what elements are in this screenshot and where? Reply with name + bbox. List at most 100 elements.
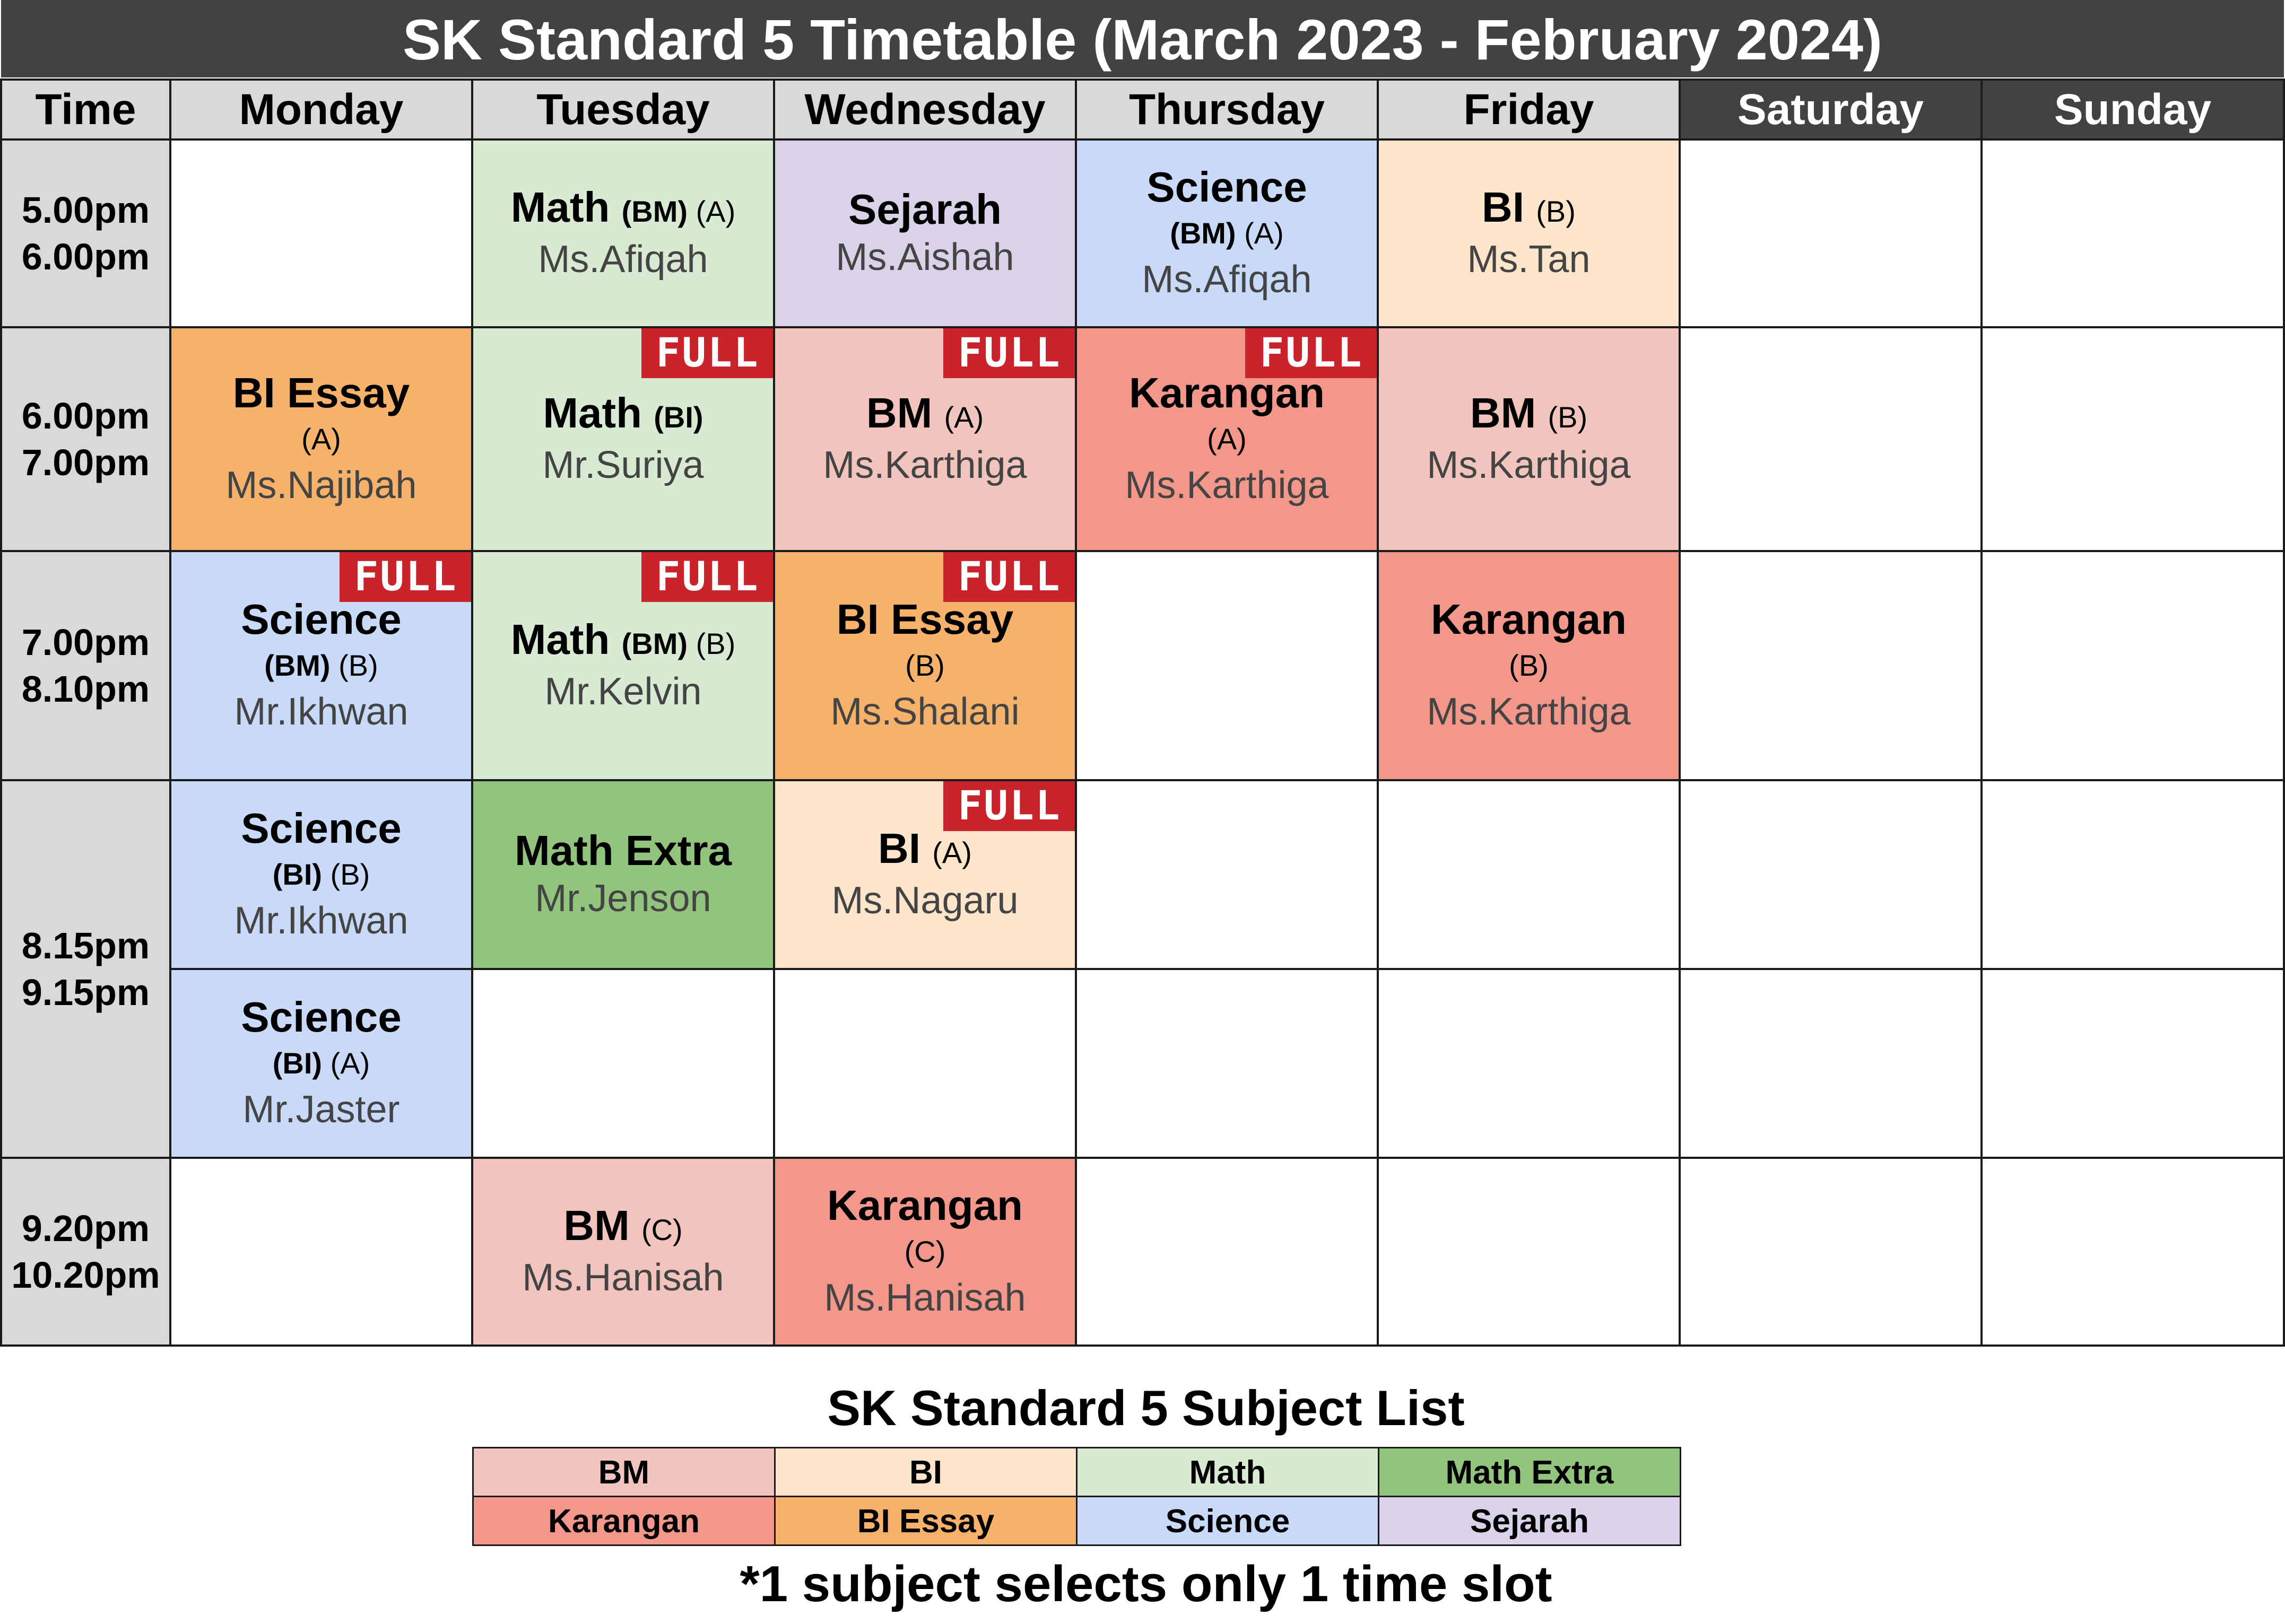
- group: (A): [301, 422, 341, 456]
- subject: BI: [1482, 184, 1525, 231]
- teacher: Mr.Kelvin: [544, 670, 702, 713]
- header-time: Time: [1, 80, 170, 139]
- legend-math: Math: [1076, 1447, 1379, 1497]
- time-end: 10.20pm: [11, 1254, 160, 1296]
- medium: (BI): [272, 858, 323, 891]
- medium: (BI): [654, 400, 703, 434]
- grid-line: [1980, 78, 1983, 1347]
- full-badge: FULL: [943, 327, 1076, 378]
- time-end: 9.15pm: [21, 972, 150, 1013]
- teacher: Ms.Shalani: [830, 691, 1020, 733]
- class-wednesday-slot3[interactable]: FULL BI Essay (B) Ms.Shalani: [774, 551, 1076, 780]
- teacher: Ms.Aishah: [836, 236, 1014, 278]
- grid-line: [0, 550, 2285, 552]
- medium: (BM): [264, 649, 331, 682]
- time-end: 8.10pm: [21, 668, 150, 710]
- header-friday: Friday: [1378, 80, 1680, 139]
- group: (A): [1207, 422, 1247, 456]
- class-monday-slot4b[interactable]: Science (BI) (A) Mr.Jaster: [170, 969, 472, 1158]
- class-thursday-slot2[interactable]: FULL Karangan (A) Ms.Karthiga: [1076, 327, 1378, 551]
- class-thursday-slot1[interactable]: Science (BM) (A) Ms.Afiqah: [1076, 139, 1378, 327]
- footnote: *1 subject selects only 1 time slot: [740, 1556, 1552, 1612]
- grid-line: [1377, 78, 1379, 1347]
- group: (B): [905, 649, 945, 682]
- class-tuesday-slot4[interactable]: Math Extra Mr.Jenson: [472, 780, 774, 969]
- teacher: Mr.Ikhwan: [234, 900, 409, 942]
- timetable-title: SK Standard 5 Timetable (March 2023 - Fe…: [1, 0, 2284, 77]
- class-wednesday-slot2[interactable]: FULL BM (A) Ms.Karthiga: [774, 327, 1076, 551]
- subject: Science: [241, 596, 402, 643]
- header-tuesday: Tuesday: [472, 80, 774, 139]
- group: (B): [1509, 649, 1549, 682]
- class-friday-slot1[interactable]: BI (B) Ms.Tan: [1378, 139, 1680, 327]
- group: (B): [1548, 400, 1588, 434]
- class-monday-slot4a[interactable]: Science (BI) (B) Mr.Ikhwan: [170, 780, 472, 969]
- teacher: Mr.Ikhwan: [234, 691, 409, 733]
- subject: BM: [1470, 389, 1536, 436]
- header-monday: Monday: [170, 80, 472, 139]
- grid-line: [0, 1344, 2285, 1347]
- group: (B): [1536, 195, 1576, 228]
- group: (A): [944, 400, 984, 434]
- grid-line: [2283, 78, 2285, 1347]
- teacher: Ms.Tan: [1467, 238, 1591, 281]
- subject: Karangan: [1431, 596, 1627, 643]
- class-wednesday-slot4[interactable]: FULL BI (A) Ms.Nagaru: [774, 780, 1076, 969]
- class-friday-slot3[interactable]: Karangan (B) Ms.Karthiga: [1378, 551, 1680, 780]
- full-badge: FULL: [943, 551, 1076, 602]
- full-badge: FULL: [641, 551, 774, 602]
- group: (A): [696, 195, 736, 228]
- grid-line: [1075, 78, 1077, 1347]
- header-sunday: Sunday: [1982, 80, 2284, 139]
- grid-line: [169, 78, 171, 1347]
- teacher: Mr.Jenson: [535, 877, 711, 920]
- group: (C): [904, 1235, 946, 1268]
- class-monday-slot2[interactable]: BI Essay (A) Ms.Najibah: [170, 327, 472, 551]
- time-slot-2: 6.00pm 7.00pm: [1, 327, 170, 551]
- group: (B): [696, 627, 736, 660]
- teacher: Mr.Suriya: [542, 444, 704, 486]
- teacher: Mr.Jaster: [242, 1088, 400, 1131]
- legend-bi-essay: BI Essay: [774, 1496, 1078, 1546]
- time-start: 5.00pm: [21, 189, 150, 231]
- teacher: Ms.Afiqah: [538, 238, 708, 281]
- class-friday-slot2[interactable]: BM (B) Ms.Karthiga: [1378, 327, 1680, 551]
- medium: (BM): [621, 627, 688, 660]
- class-tuesday-slot2[interactable]: FULL Math (BI) Mr.Suriya: [472, 327, 774, 551]
- class-wednesday-slot1[interactable]: Sejarah Ms.Aishah: [774, 139, 1076, 327]
- grid-line: [0, 779, 2285, 781]
- grid-line: [773, 78, 775, 1347]
- full-badge: FULL: [943, 780, 1076, 831]
- group: (A): [932, 836, 972, 869]
- legend-karangan: Karangan: [472, 1496, 776, 1546]
- class-tuesday-slot3[interactable]: FULL Math (BM) (B) Mr.Kelvin: [472, 551, 774, 780]
- teacher: Ms.Karthiga: [1125, 464, 1329, 507]
- time-start: 7.00pm: [21, 622, 150, 663]
- group: (A): [330, 1046, 370, 1080]
- teacher: Ms.Karthiga: [1427, 444, 1631, 486]
- time-start: 9.20pm: [21, 1208, 150, 1249]
- teacher: Ms.Hanisah: [522, 1256, 724, 1299]
- teacher: Ms.Najibah: [225, 464, 417, 507]
- class-tuesday-slot1[interactable]: Math (BM) (A) Ms.Afiqah: [472, 139, 774, 327]
- medium: (BM): [621, 195, 688, 228]
- grid-line: [0, 78, 2, 1347]
- subject: Math: [510, 616, 610, 663]
- class-tuesday-slot5[interactable]: BM (C) Ms.Hanisah: [472, 1158, 774, 1346]
- group: (B): [338, 649, 378, 682]
- time-slot-1: 5.00pm 6.00pm: [1, 139, 170, 327]
- grid-line: [0, 1157, 2285, 1159]
- grid-line: [0, 326, 2285, 328]
- legend-sejarah: Sejarah: [1378, 1496, 1681, 1546]
- subject: BM: [866, 389, 933, 436]
- class-wednesday-slot5[interactable]: Karangan (C) Ms.Hanisah: [774, 1158, 1076, 1346]
- time-slot-4: 8.15pm 9.15pm: [1, 780, 170, 1158]
- medium: (BM): [1170, 216, 1236, 250]
- header-thursday: Thursday: [1076, 80, 1378, 139]
- group: (C): [641, 1213, 683, 1246]
- time-end: 6.00pm: [21, 236, 150, 277]
- grid-line: [170, 968, 2285, 970]
- group: (A): [1244, 216, 1284, 250]
- grid-line: [1679, 78, 1681, 1347]
- class-monday-slot3[interactable]: FULL Science (BM) (B) Mr.Ikhwan: [170, 551, 472, 780]
